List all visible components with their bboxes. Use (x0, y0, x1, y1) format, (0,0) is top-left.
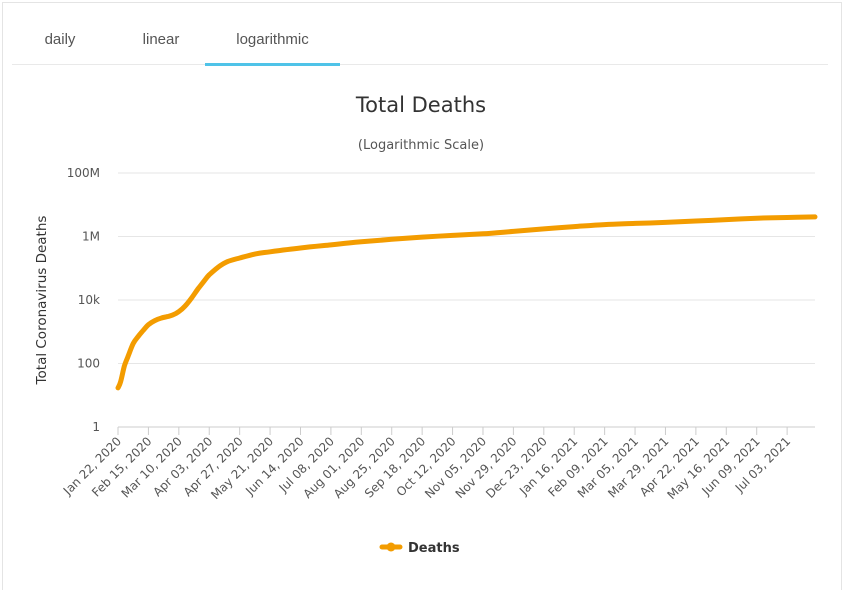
tab-daily[interactable]: daily (44, 31, 76, 48)
y-tick-label: 1M (82, 230, 100, 244)
tab-logarithmic[interactable]: logarithmic (205, 0, 340, 66)
legend-marker-icon (386, 542, 396, 552)
y-tick-label: 100M (67, 166, 100, 180)
chart-subtitle: (Logarithmic Scale) (358, 138, 484, 153)
y-tick-label: 100 (77, 357, 100, 371)
y-tick-label: 1 (92, 420, 100, 434)
tab-linear[interactable]: linear (142, 31, 180, 48)
y-tick-label: 10k (78, 293, 100, 307)
legend-label-deaths: Deaths (408, 541, 460, 556)
view-tabs: daily linear logarithmic (12, 0, 828, 66)
series-line-deaths (115, 214, 818, 391)
chart-title: Total Deaths (355, 93, 486, 117)
y-axis-label: Total Coronavirus Deaths (34, 216, 50, 386)
